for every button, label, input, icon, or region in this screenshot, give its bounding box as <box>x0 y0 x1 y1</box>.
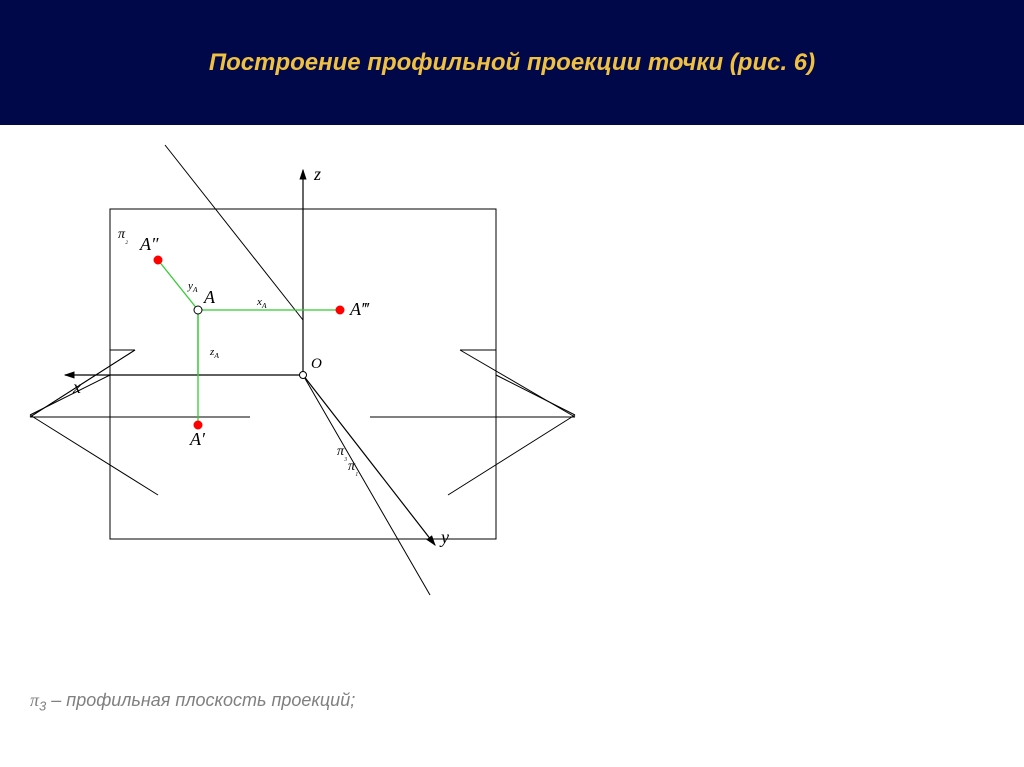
svg-text:zA: zA <box>209 346 219 360</box>
caption-pi3: π3 – профильная плоскость проекций; <box>30 690 355 714</box>
svg-text:A‴: A‴ <box>349 299 370 319</box>
svg-text:yA: yA <box>187 280 198 294</box>
svg-text:xA: xA <box>256 296 267 310</box>
svg-text:z: z <box>313 164 321 184</box>
svg-text:A: A <box>203 287 216 307</box>
svg-text:π₃: π₃ <box>337 444 347 461</box>
svg-text:O: O <box>311 356 322 372</box>
svg-text:A″: A″ <box>139 234 159 254</box>
svg-text:A′: A′ <box>189 429 206 449</box>
diagram-area: A″ A‴ A′ Az x y Oπ₂ π₃π₁ xA yA zA π3 – профильная … <box>0 125 1024 767</box>
svg-text:π₁: π₁ <box>348 459 358 476</box>
svg-text:π₂: π₂ <box>118 227 128 244</box>
page-title: Построение профильной проекции точки (ри… <box>209 49 815 77</box>
svg-text:x: x <box>72 377 81 397</box>
header: Построение профильной проекции точки (ри… <box>0 0 1024 125</box>
svg-text:y: y <box>439 527 449 547</box>
projection-diagram: A″ A‴ A′ Az x y Oπ₂ π₃π₁ xA yA zA <box>0 125 1024 767</box>
